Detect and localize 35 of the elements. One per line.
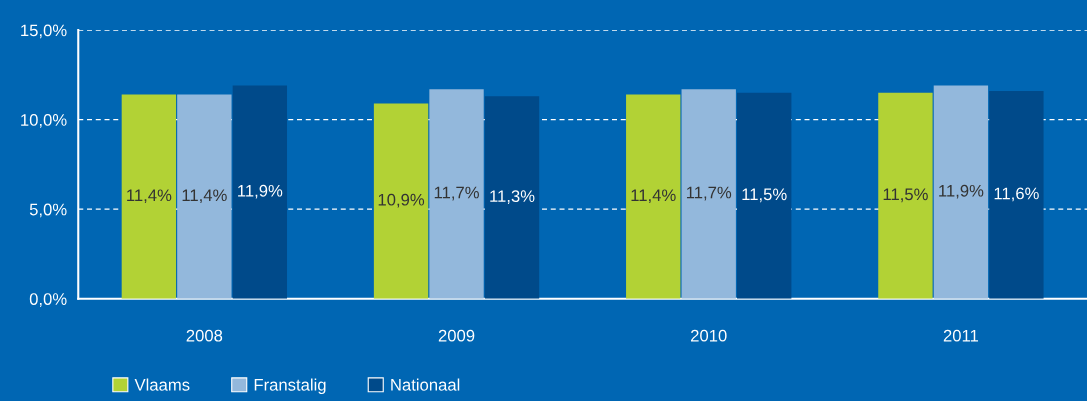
- x-tick-label: 2011: [943, 329, 979, 342]
- bar: [373, 103, 429, 299]
- data-label: 11,3%: [490, 190, 535, 204]
- legend-label: Vlaams: [134, 378, 190, 391]
- data-label: 11,9%: [939, 184, 984, 199]
- data-label: 11,4%: [631, 189, 676, 204]
- bar: [989, 90, 1044, 299]
- bar: [429, 89, 484, 299]
- bar: [626, 94, 681, 299]
- bar: [737, 92, 792, 299]
- bar: [933, 85, 989, 299]
- data-label: 10,9%: [378, 193, 425, 208]
- data-label: 11,5%: [742, 188, 787, 203]
- bar: [484, 96, 540, 299]
- y-tick-label: 15,0%: [21, 24, 67, 39]
- y-tick-label: 0,0%: [29, 293, 67, 307]
- x-tick-label: 2010: [691, 329, 727, 342]
- data-label: 11,7%: [686, 186, 732, 201]
- y-tick-label: 10,0%: [21, 114, 67, 128]
- data-label: 11,6%: [994, 187, 1039, 202]
- data-label: 11,4%: [182, 189, 227, 204]
- bar: [232, 85, 288, 299]
- y-tick-label: 5,0%: [29, 203, 67, 218]
- x-tick-label: 2008: [186, 329, 223, 342]
- bar: [681, 89, 736, 299]
- legend-label: Franstalig: [254, 378, 326, 395]
- bar: [878, 92, 933, 299]
- bar: [121, 94, 177, 299]
- data-label: 11,4%: [127, 189, 172, 204]
- data-label: 11,7%: [434, 186, 479, 201]
- data-label: 11,9%: [238, 184, 283, 199]
- legend-label: Nationaal: [391, 378, 460, 391]
- bar: [177, 94, 232, 299]
- x-tick-label: 2009: [438, 329, 475, 342]
- data-label: 11,5%: [883, 188, 928, 203]
